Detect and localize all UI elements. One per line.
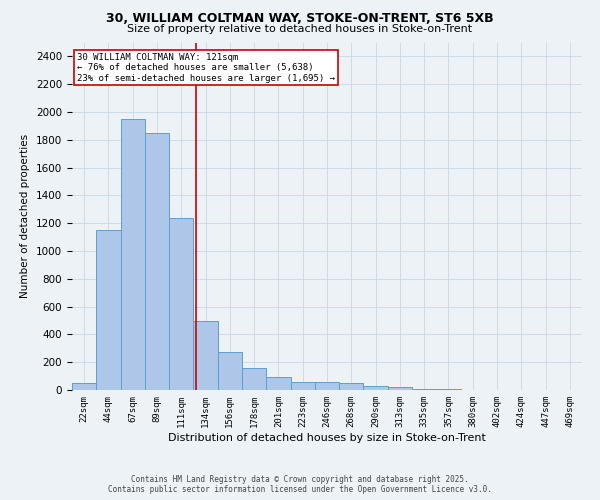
Bar xyxy=(315,382,339,390)
Bar xyxy=(218,352,242,390)
Text: 30, WILLIAM COLTMAN WAY, STOKE-ON-TRENT, ST6 5XB: 30, WILLIAM COLTMAN WAY, STOKE-ON-TRENT,… xyxy=(106,12,494,26)
Y-axis label: Number of detached properties: Number of detached properties xyxy=(20,134,31,298)
Bar xyxy=(412,388,436,390)
Text: Size of property relative to detached houses in Stoke-on-Trent: Size of property relative to detached ho… xyxy=(127,24,473,34)
Bar xyxy=(388,387,412,390)
Bar xyxy=(96,230,121,390)
X-axis label: Distribution of detached houses by size in Stoke-on-Trent: Distribution of detached houses by size … xyxy=(168,432,486,442)
Bar xyxy=(169,218,193,390)
Bar xyxy=(242,368,266,390)
Text: Contains HM Land Registry data © Crown copyright and database right 2025.
Contai: Contains HM Land Registry data © Crown c… xyxy=(108,474,492,494)
Bar xyxy=(266,378,290,390)
Bar xyxy=(364,386,388,390)
Bar xyxy=(121,119,145,390)
Bar xyxy=(339,383,364,390)
Bar xyxy=(72,383,96,390)
Bar xyxy=(145,133,169,390)
Bar xyxy=(290,382,315,390)
Text: 30 WILLIAM COLTMAN WAY: 121sqm
← 76% of detached houses are smaller (5,638)
23% : 30 WILLIAM COLTMAN WAY: 121sqm ← 76% of … xyxy=(77,53,335,82)
Bar xyxy=(193,320,218,390)
